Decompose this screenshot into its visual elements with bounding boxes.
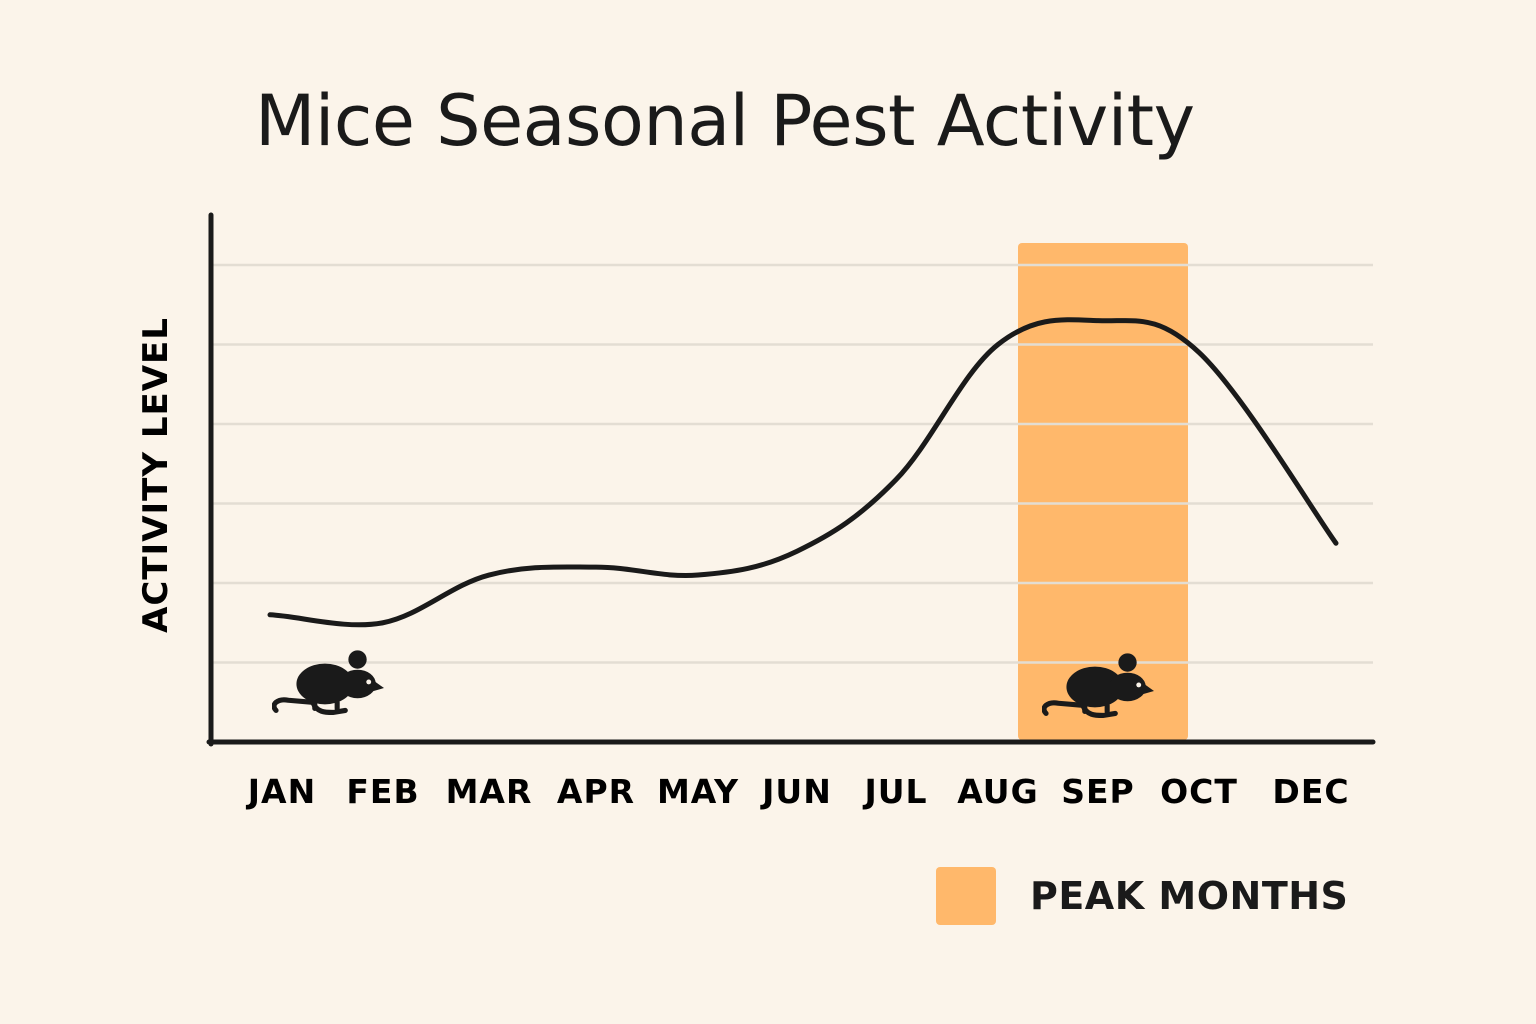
mouse-icon bbox=[274, 650, 384, 712]
y-axis-label: ACTIVITY LEVEL bbox=[136, 317, 176, 633]
x-tick-label: JUN bbox=[760, 772, 832, 811]
activity-series-line bbox=[267, 317, 1339, 628]
legend-label: PEAK MONTHS bbox=[1030, 874, 1349, 918]
chart-title: Mice Seasonal Pest Activity bbox=[255, 80, 1195, 162]
x-tick-label: OCT bbox=[1160, 772, 1238, 811]
x-tick-label: MAR bbox=[446, 772, 533, 811]
peak-months-band bbox=[1018, 243, 1188, 740]
legend: PEAK MONTHS bbox=[936, 867, 1348, 925]
x-tick-label: AUG bbox=[957, 772, 1038, 811]
x-tick-label: APR bbox=[557, 772, 635, 811]
legend-swatch bbox=[936, 867, 996, 925]
x-tick-label: FEB bbox=[346, 772, 419, 811]
x-tick-label: SEP bbox=[1061, 772, 1135, 811]
x-tick-label: JUL bbox=[862, 772, 927, 811]
x-tick-label: MAY bbox=[657, 772, 739, 811]
x-tick-label: DEC bbox=[1272, 772, 1349, 811]
x-tick-label: JAN bbox=[246, 772, 316, 811]
